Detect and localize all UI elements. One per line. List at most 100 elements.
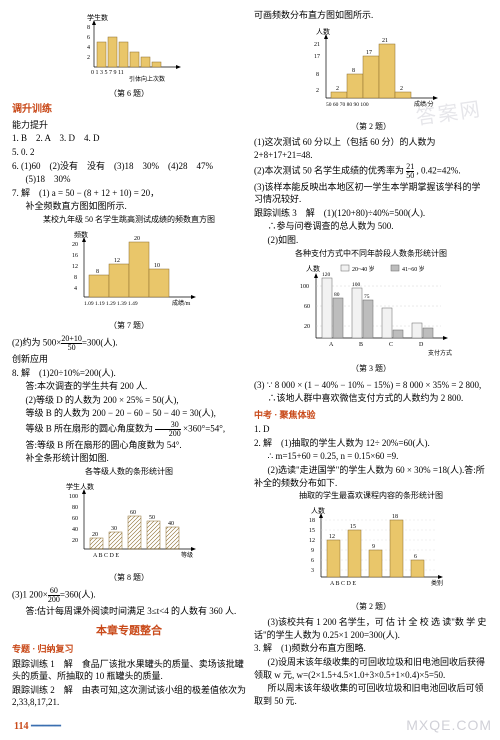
heading-zhuanti: 本章专题整合 — [12, 624, 246, 639]
chart-3-title: 各种支付方式中不同年龄段人数条形统计图 — [254, 248, 488, 259]
svg-text:2: 2 — [87, 55, 90, 61]
right-top-line: 可画频数分布直方图如图所示. — [254, 9, 488, 22]
line-c3: (3)该校共有 1 200 名学生，可 估 计 全 校 选 读"数 学 史 话"… — [254, 616, 488, 641]
answer-8: 8. 解 (1)20÷10%=200(人). — [12, 367, 246, 380]
svg-text:引体向上次数: 引体向上次数 — [129, 75, 165, 82]
answer-6: 6. (1)60 (2)没有 没有 (3)18 30% (4)28 47% — [12, 160, 246, 173]
chart-7-caption: （第 7 题） — [12, 320, 246, 331]
chart-8: 学生人数 10080 6040 20 20 30 60 50 40 A B C … — [12, 481, 246, 583]
svg-text:1.09 1.19 1.29 1.39 1.49: 1.09 1.19 1.29 1.39 1.49 — [84, 301, 138, 307]
svg-text:A B C D E: A B C D E — [330, 581, 356, 587]
answer-8h: (3)1 200×60200=360(人). — [12, 587, 246, 604]
svg-text:2: 2 — [400, 86, 403, 92]
chart-c: 人数 1815 129 63 12 15 9 18 6 A B — [254, 505, 488, 612]
svg-text:6: 6 — [414, 554, 417, 560]
answer-8i: 答:估计每周课外阅读时间满足 3≤t<4 的人数有 360 人. — [12, 605, 246, 618]
svg-text:9: 9 — [311, 548, 314, 554]
svg-text:8: 8 — [96, 269, 99, 275]
chart-6: 学生数 86 42 0 1 3 5 7 9 11 引体向上次数 （第 6 题） — [12, 12, 246, 99]
svg-text:17: 17 — [314, 54, 320, 60]
heading-nengli: 能力提升 — [12, 119, 246, 132]
svg-text:20~40 岁: 20~40 岁 — [352, 265, 375, 273]
chart-7: 频数 2016 128 4 8 12 20 10 1.09 1.19 1.29 … — [12, 229, 246, 331]
zk-3c: 所以周末该年级收集的可回收垃圾和旧电池回收后可领取到 50 元. — [254, 682, 488, 707]
answer-8e: 等级 B 所在扇形的圆心角度数为 30200 ×360°=54°, — [12, 421, 246, 438]
svg-text:15: 15 — [309, 528, 315, 534]
zk-2c: (2)选读"走进国学"的学生人数为 60 × 30% =18(人).答:所补全的… — [254, 464, 488, 489]
svg-text:40: 40 — [168, 521, 174, 527]
svg-text:18: 18 — [309, 518, 315, 524]
svg-text:12: 12 — [309, 538, 315, 544]
answer-7: 7. 解 (1) a = 50 − (8 + 12 + 10) = 20， — [12, 187, 246, 200]
svg-text:人数: 人数 — [311, 506, 325, 515]
zk-2: 2. 解 (1)抽取的学生人数为 12÷ 20%=60(人). — [254, 437, 488, 450]
svg-text:4: 4 — [74, 286, 77, 292]
svg-text:40: 40 — [72, 527, 78, 533]
svg-text:D: D — [419, 342, 424, 348]
svg-text:16: 16 — [72, 253, 78, 259]
svg-text:50: 50 — [149, 515, 155, 521]
svg-text:21: 21 — [314, 42, 320, 48]
answer-8b: 答:本次调查的学生共有 200 人. — [12, 380, 246, 393]
svg-text:20: 20 — [72, 538, 78, 544]
chart-6-caption: （第 6 题） — [12, 88, 246, 99]
svg-text:80: 80 — [334, 292, 340, 298]
chart-8-caption: （第 8 题） — [12, 572, 246, 583]
answer-8d: 等级 B 的人数为 200 − 20 − 60 − 50 − 40 = 30(人… — [12, 407, 246, 420]
svg-text:成绩/m: 成绩/m — [172, 299, 191, 307]
svg-text:12: 12 — [114, 258, 120, 264]
svg-text:12: 12 — [72, 264, 78, 270]
svg-text:人数: 人数 — [316, 27, 330, 36]
svg-text:人数: 人数 — [306, 264, 320, 273]
svg-text:2: 2 — [316, 88, 319, 94]
heading-chuangxin: 创新应用 — [12, 353, 246, 366]
xunlian-1: 跟踪训练 1 解 食品厂该批水果罐头的质量、卖场该批罐头的质量、所抽取的 10 … — [12, 658, 246, 683]
svg-text:支付方式: 支付方式 — [428, 349, 452, 357]
svg-text:21: 21 — [382, 38, 388, 44]
left-column: 学生数 86 42 0 1 3 5 7 9 11 引体向上次数 （第 6 题） … — [12, 8, 246, 710]
svg-text:6: 6 — [311, 558, 314, 564]
line-3a: (3) ∵ 8 000 × (1 − 40% − 10% − 15%) = 8 … — [254, 379, 488, 392]
svg-text:30: 30 — [111, 526, 117, 532]
svg-text:18: 18 — [392, 514, 398, 520]
chart-3-svg: 人数 20~40 岁 41~60 岁 1006020 120 80 100 75 — [286, 263, 456, 358]
chart-8-title: 各等级人数的条形统计图 — [12, 466, 246, 477]
svg-text:8: 8 — [74, 275, 77, 281]
svg-text:C: C — [389, 342, 393, 348]
zk-3: 3. 解 (1)频数分布直方图略. — [254, 642, 488, 655]
line-2a: (1)这次测试 60 分以上（包括 60 分）的人数为 2+8+17+21=48… — [254, 136, 488, 161]
page-number: 114 ━━━━━ — [14, 720, 61, 734]
svg-text:100: 100 — [352, 282, 361, 288]
svg-text:15: 15 — [350, 524, 356, 530]
chart-c-svg: 人数 1815 129 63 12 15 9 18 6 A B — [291, 505, 451, 595]
svg-text:75: 75 — [364, 294, 370, 300]
svg-text:9: 9 — [372, 544, 375, 550]
chart-c-caption: （第 2 题） — [254, 601, 488, 612]
y-label: 学生数 — [87, 13, 108, 22]
xunlian-3: 跟踪训练 3 解 (1)(120+80)÷40%=500(人). — [254, 207, 488, 220]
answer-6b: (5)18 30% — [12, 173, 246, 186]
answer-8f: 答:等级 B 所在扇形的圆心角度数为 54°. — [12, 439, 246, 452]
svg-text:20: 20 — [72, 242, 78, 248]
chart-7-title: 某校九年级 50 名学生跳高测试成绩的频数直方图 — [12, 214, 246, 225]
svg-text:8: 8 — [352, 68, 355, 74]
svg-text:4: 4 — [87, 45, 90, 51]
chart-3: 人数 20~40 岁 41~60 岁 1006020 120 80 100 75 — [254, 263, 488, 375]
svg-text:A: A — [329, 342, 334, 348]
line-2c: (3)该样本能反映出本地区初一学生本学期掌握该学科的学习情况较好. — [254, 181, 488, 206]
svg-text:100: 100 — [69, 494, 78, 500]
chart-8-svg: 学生人数 10080 6040 20 20 30 60 50 40 A B C … — [54, 481, 204, 566]
svg-text:50 60 70 80 90 100: 50 60 70 80 90 100 — [326, 102, 369, 108]
svg-text:3: 3 — [311, 568, 314, 574]
svg-text:41~60 岁: 41~60 岁 — [402, 265, 425, 273]
chart-3-caption: （第 3 题） — [254, 363, 488, 374]
watermark: MXQE.COM — [406, 716, 492, 736]
svg-text:类别: 类别 — [431, 579, 443, 587]
svg-text:学生人数: 学生人数 — [66, 482, 94, 491]
chart-7-svg: 频数 2016 128 4 8 12 20 10 1.09 1.19 1.29 … — [54, 229, 204, 314]
svg-text:B: B — [359, 342, 363, 348]
heading-tisheng: 调升训练 — [12, 103, 246, 117]
xunlian-3b: ∴参与问卷调查的总人数为 500. — [254, 220, 488, 233]
zk-1: 1. D — [254, 423, 488, 436]
svg-text:2: 2 — [336, 86, 339, 92]
